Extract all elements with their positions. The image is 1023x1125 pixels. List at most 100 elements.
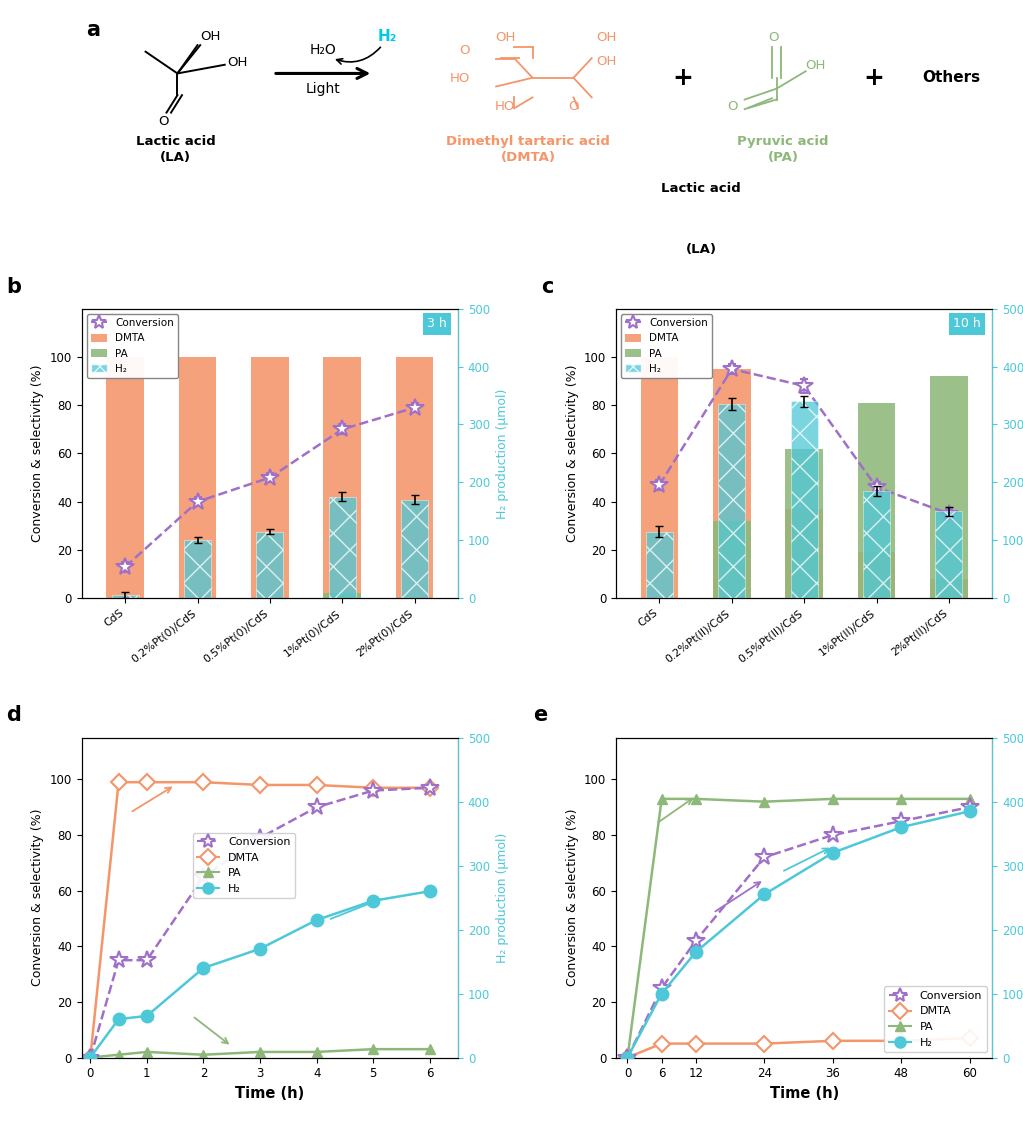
DMTA [690,1037,702,1051]
PA [141,1045,153,1059]
DMTA [656,1037,668,1051]
Conversion [690,934,702,947]
DMTA [141,775,153,789]
Line: H₂: H₂ [621,806,976,1064]
Legend: Conversion, DMTA, PA, H₂: Conversion, DMTA, PA, H₂ [884,987,987,1052]
Bar [396,357,434,598]
Bar [718,404,746,598]
Line: Conversion: Conversion [619,799,979,1066]
Conversion [964,801,976,814]
Text: OH: OH [596,55,617,68]
Text: (DMTA): (DMTA) [500,152,555,164]
PA [311,1045,323,1059]
Bar [112,595,139,598]
Text: OH: OH [227,56,248,69]
Bar [640,357,678,598]
Text: O: O [159,115,169,128]
DMTA [424,781,436,794]
Conversion [758,850,770,864]
PA [656,792,668,806]
Text: OH: OH [495,30,516,44]
Conversion [141,953,153,966]
Conversion [113,953,125,966]
DMTA [367,781,380,794]
Bar [323,593,361,598]
Bar [401,500,429,598]
Text: 3 h: 3 h [427,317,447,331]
Line: DMTA: DMTA [622,1033,975,1063]
PA [367,1043,380,1056]
Bar [857,403,895,598]
Bar [713,521,751,598]
Bar [184,540,211,598]
Text: 10 h: 10 h [953,317,981,331]
PA [758,795,770,809]
Y-axis label: H₂ production (μmol): H₂ production (μmol) [495,388,508,519]
PA [197,1048,210,1062]
Conversion [424,781,436,794]
Text: (LA): (LA) [161,152,191,164]
Y-axis label: Conversion & selectivity (%): Conversion & selectivity (%) [566,809,579,987]
Text: O: O [727,100,738,114]
PA [964,792,976,806]
Conversion [311,801,323,814]
Text: OH: OH [806,60,826,72]
Text: O: O [459,44,470,57]
H₂ [367,894,380,908]
Conversion [895,814,907,828]
Conversion [197,870,210,883]
DMTA [113,775,125,789]
Bar [328,497,356,598]
Bar [179,357,217,598]
DMTA [197,775,210,789]
Conversion [621,1051,633,1064]
Text: a: a [86,20,100,39]
Text: Light: Light [306,82,341,96]
PA [424,1043,436,1056]
Text: HO: HO [495,100,516,114]
Y-axis label: Conversion & selectivity (%): Conversion & selectivity (%) [32,809,44,987]
PA [621,1051,633,1064]
H₂ [113,1012,125,1026]
Conversion [827,828,839,842]
Text: O: O [768,30,780,44]
Bar [863,490,890,598]
H₂ [141,1009,153,1023]
Text: Lactic acid: Lactic acid [136,135,216,148]
DMTA [311,778,323,792]
Text: H₂: H₂ [377,29,397,44]
Text: Dimethyl tartaric acid: Dimethyl tartaric acid [446,135,610,148]
DMTA [254,778,266,792]
H₂ [895,820,907,834]
Text: O: O [568,100,579,114]
Text: Lactic acid: Lactic acid [661,182,741,195]
Text: (PA): (PA) [767,152,798,164]
Legend: Conversion, DMTA, PA, H₂: Conversion, DMTA, PA, H₂ [192,832,296,899]
PA [895,792,907,806]
DMTA [895,1034,907,1047]
Bar [106,357,144,598]
H₂ [254,942,266,955]
Y-axis label: H₂ production (μmol): H₂ production (μmol) [495,832,508,963]
Line: PA: PA [86,1044,435,1062]
DMTA [758,1037,770,1051]
DMTA [964,1032,976,1045]
Bar [257,531,283,598]
H₂ [197,961,210,974]
Text: OH: OH [201,30,221,43]
Bar [930,579,968,598]
Text: +: + [672,65,694,90]
Text: +: + [863,65,885,90]
DMTA [84,1051,96,1064]
Bar [935,511,963,598]
X-axis label: Time (h): Time (h) [769,1086,839,1100]
Text: d: d [6,705,21,724]
H₂ [964,804,976,818]
PA [254,1045,266,1059]
Text: HO: HO [449,72,470,86]
H₂ [311,914,323,927]
Text: b: b [6,277,21,297]
Text: Others: Others [923,70,980,86]
Line: H₂: H₂ [84,885,436,1064]
PA [113,1048,125,1062]
